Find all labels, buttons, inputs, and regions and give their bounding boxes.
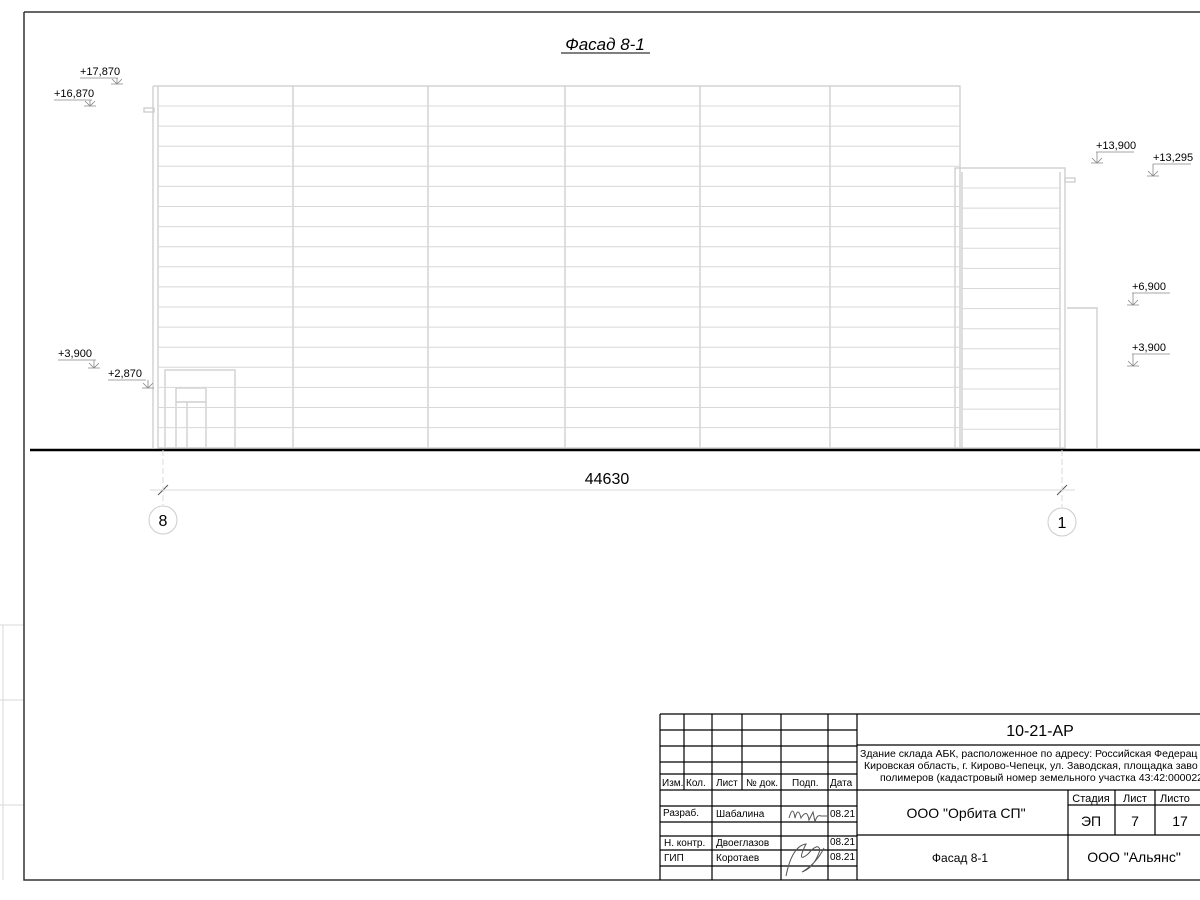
elevation-mark: +3,900 (1127, 342, 1170, 367)
organization: ООО "Орбита СП" (906, 805, 1025, 821)
role-name: Шабалина (716, 808, 765, 820)
description-line: Здание склада АБК, расположенное по адре… (860, 748, 1197, 760)
elevation-label: +2,870 (108, 368, 142, 380)
role-date: 08.21 (830, 809, 855, 820)
sheet-value: 7 (1131, 813, 1139, 829)
elevation-label: +13,295 (1153, 152, 1193, 164)
elevation-triangle-icon (1091, 151, 1134, 164)
elevation-triangle-icon (1127, 353, 1170, 367)
role-label: Разраб. (663, 807, 699, 819)
elevation-mark: +2,870 (108, 368, 154, 389)
drawing-title: Фасад 8-1 (565, 35, 645, 54)
elevation-label: +16,870 (54, 88, 94, 100)
role-date: 08.21 (830, 837, 855, 848)
title-block (659, 713, 1200, 880)
overall-dimension: 44630 (585, 471, 630, 488)
elevation-mark: +17,870 (80, 66, 123, 85)
role-date: 08.21 (830, 852, 855, 863)
binding-margin-table (0, 624, 24, 880)
elevation-label: +3,900 (58, 348, 92, 360)
elevation-mark: +13,295 (1147, 152, 1193, 177)
project-code: 10-21-АР (1006, 723, 1074, 740)
role-name: Двоеглазов (716, 838, 769, 849)
elevation-triangle-icon (1147, 163, 1191, 177)
stage-value: ЭП (1081, 813, 1101, 829)
building-facade (143, 85, 1098, 449)
stage-label: Стадия (1072, 793, 1110, 805)
elevation-label: +3,900 (1132, 342, 1166, 354)
elevation-triangle-icon (108, 379, 154, 389)
elevation-triangle-icon (58, 359, 100, 369)
elevation-mark: +3,900 (58, 348, 100, 369)
sheets-value: 17 (1172, 813, 1188, 829)
description-line: Кировская область, г. Кирово-Чепецк, ул.… (864, 760, 1198, 772)
axis-label: 8 (159, 513, 168, 530)
elevation-mark: +6,900 (1127, 281, 1170, 306)
header-kol: Кол. (686, 778, 706, 789)
elevation-mark: +16,870 (54, 88, 96, 107)
axis-label: 1 (1058, 515, 1067, 532)
header-izm: Изм. (662, 778, 683, 789)
sheet-title: Фасад 8-1 (932, 851, 988, 865)
elevation-mark: +13,900 (1091, 140, 1136, 164)
header-doc: № док. (746, 778, 778, 789)
axis-marker-8: 8 (148, 505, 178, 535)
header-sign: Подп. (792, 778, 819, 789)
header-date: Дата (830, 778, 853, 789)
axis-marker-1: 1 (1047, 507, 1077, 537)
sheets-label: Листо (1160, 793, 1190, 805)
sheet-frame (23, 11, 1200, 881)
elevation-triangle-icon (54, 99, 96, 107)
elevation-triangle-icon (1127, 292, 1170, 306)
header-list: Лист (716, 778, 738, 789)
elevation-label: +6,900 (1132, 281, 1166, 293)
signature (788, 810, 827, 823)
elevation-label: +13,900 (1096, 140, 1136, 152)
sheet-label: Лист (1123, 793, 1147, 805)
elevation-label: +17,870 (80, 66, 120, 78)
company: ООО "Альянс" (1087, 849, 1181, 865)
role-name: Коротаев (716, 853, 759, 864)
role-label: Н. контр. (664, 838, 705, 849)
signature (785, 843, 825, 877)
description-line: полимеров (кадастровый номер земельного … (880, 772, 1200, 784)
role-label: ГИП (664, 853, 684, 864)
elevation-marks: +17,870 +16,870 +3,900 +2,870 +13,900 +13,295… (54, 66, 1193, 389)
dimension-line (150, 450, 1075, 507)
elevation-triangle-icon (80, 77, 123, 85)
